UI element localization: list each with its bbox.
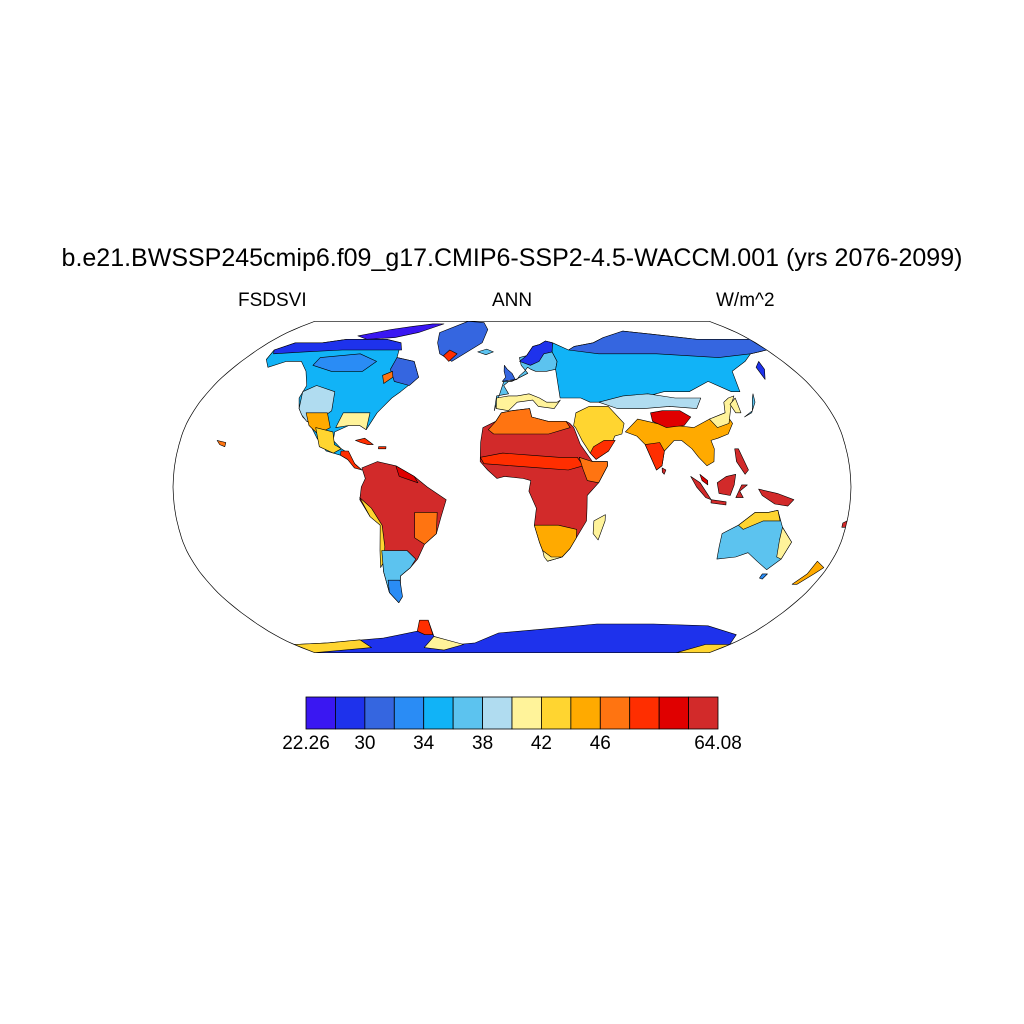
land-sumatra: [690, 476, 712, 500]
colorbar-tick-label: 34: [413, 733, 435, 754]
colorbar-cell: [452, 696, 483, 730]
land-canada-east: [390, 357, 419, 386]
land-tasmania: [759, 573, 768, 580]
land-tibet: [650, 410, 692, 428]
land-us-southeast: [335, 412, 371, 430]
plot-title: b.e21.BWSSP245cmip6.f09_g17.CMIP6-SSP2-4…: [61, 244, 963, 272]
land-new-guinea: [758, 488, 795, 507]
colorbar-cell: [423, 696, 454, 730]
variable-label: FSDSVI: [238, 290, 307, 311]
land-malaysia: [699, 474, 709, 486]
colorbar-tick-label: 46: [589, 733, 611, 754]
land-middle-east: [573, 406, 625, 460]
land-hudson-blob: [382, 371, 394, 384]
land-korea: [729, 397, 742, 414]
units-label: W/m^2: [716, 290, 775, 311]
land-central-asia: [598, 393, 702, 409]
land-australia-east: [776, 527, 792, 560]
land-southern-europe: [495, 393, 561, 411]
land-uk: [501, 365, 516, 382]
land-philippines: [734, 448, 749, 475]
land-cuba: [355, 437, 374, 445]
land-antarctica: [294, 619, 737, 653]
colorbar-cell: [305, 696, 336, 730]
land-java: [710, 499, 727, 506]
land-horn-africa: [578, 457, 608, 484]
land-sahara-north: [488, 408, 571, 435]
land-antarctica-weddell: [423, 636, 464, 651]
colorbar-tick-label: 64.08: [694, 733, 742, 754]
land-hawaii: [216, 440, 227, 447]
land-na-north-interior: [312, 353, 377, 372]
land-sa-andes: [359, 497, 386, 568]
land-japan: [744, 393, 756, 418]
colorbar-tick-label: 42: [530, 733, 552, 754]
land-greenland-south: [443, 349, 458, 362]
land-pacific-islands: [841, 520, 848, 528]
land-mexico: [315, 427, 342, 454]
land-new-zealand: [791, 560, 825, 585]
land-central-america: [340, 450, 363, 471]
land-sri-lanka: [661, 467, 667, 475]
land-s-africa-cape: [542, 550, 563, 562]
land-caribbean: [378, 446, 387, 450]
colorbar-cell: [688, 696, 719, 730]
season-label: ANN: [491, 290, 533, 311]
colorbar-cell: [511, 696, 542, 730]
land-arctic-islands: [357, 323, 445, 340]
colorbar-cell: [335, 696, 366, 730]
land-antarctic-peninsula: [417, 619, 434, 635]
land-sa-coast-north: [395, 465, 419, 484]
land-australia-north: [738, 510, 781, 530]
colorbar-cell: [482, 696, 513, 730]
land-brazil-se: [414, 512, 438, 545]
land-siberia-north: [568, 330, 768, 358]
colorbar-tick-label: 22.26: [282, 733, 330, 754]
colorbar-cell: [658, 696, 689, 730]
colorbar-tick-label: 30: [354, 733, 376, 754]
land-india-south: [644, 442, 665, 471]
colorbar-cell: [570, 696, 601, 730]
land-antarctica-ross: [676, 644, 730, 653]
colorbar-cell: [541, 696, 572, 730]
land-arabia-south: [589, 440, 616, 460]
land-na-arctic: [273, 339, 402, 355]
land-iceland: [477, 348, 494, 355]
colorbar-cell: [599, 696, 631, 730]
colorbar-cell: [629, 696, 660, 730]
land-patagonia: [387, 579, 403, 603]
land-borneo: [716, 474, 736, 496]
colorbar-tick-label: 38: [472, 733, 494, 754]
land-madagascar: [592, 514, 606, 541]
land-antarctica-west: [294, 639, 372, 653]
colorbar-cell: [364, 696, 395, 730]
colorbar-cell: [393, 696, 425, 730]
land-east-china: [709, 395, 735, 428]
land-kamchatka: [755, 361, 766, 380]
land-sulawesi: [735, 484, 748, 498]
